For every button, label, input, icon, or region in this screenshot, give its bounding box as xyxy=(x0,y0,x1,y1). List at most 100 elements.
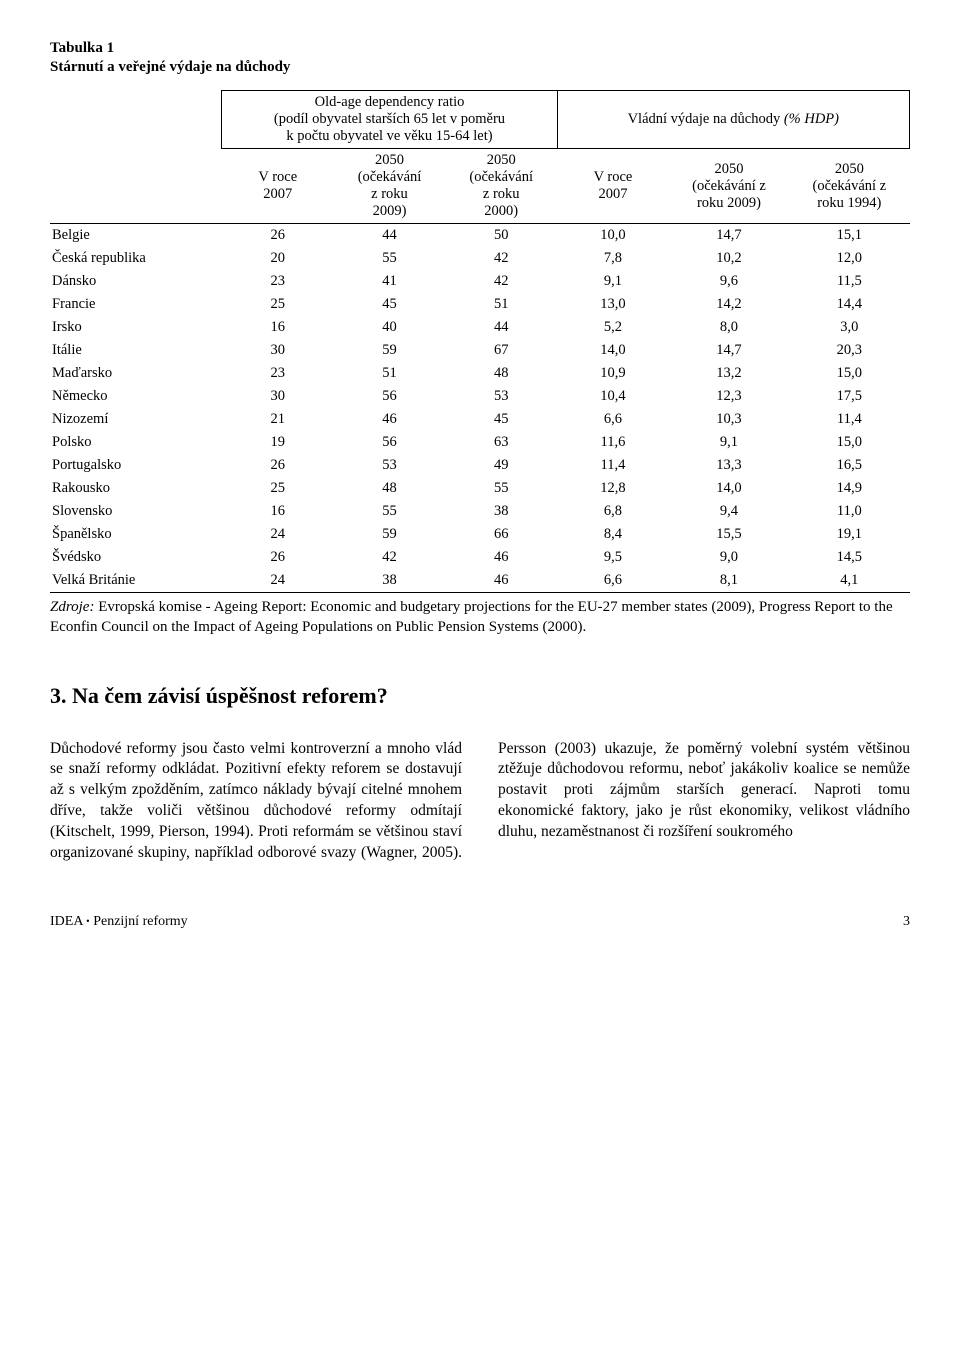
value-cell: 46 xyxy=(445,569,557,593)
value-cell: 42 xyxy=(334,546,446,569)
value-cell: 14,2 xyxy=(669,293,789,316)
value-cell: 6,8 xyxy=(557,500,669,523)
value-cell: 46 xyxy=(445,546,557,569)
country-cell: Slovensko xyxy=(50,500,222,523)
col-head-2050-1994: 2050(očekávání zroku 1994) xyxy=(789,149,909,224)
value-cell: 11,5 xyxy=(789,270,909,293)
table-row: Česká republika2055427,810,212,0 xyxy=(50,247,910,270)
col-head-2007b: V roce2007 xyxy=(557,149,669,224)
value-cell: 63 xyxy=(445,431,557,454)
value-cell: 21 xyxy=(222,408,334,431)
value-cell: 44 xyxy=(334,224,446,248)
col-head-2050-2000: 2050(očekáváníz roku2000) xyxy=(445,149,557,224)
value-cell: 55 xyxy=(445,477,557,500)
value-cell: 6,6 xyxy=(557,408,669,431)
value-cell: 40 xyxy=(334,316,446,339)
value-cell: 48 xyxy=(445,362,557,385)
table-row: Nizozemí2146456,610,311,4 xyxy=(50,408,910,431)
value-cell: 11,4 xyxy=(557,454,669,477)
value-cell: 9,1 xyxy=(557,270,669,293)
value-cell: 26 xyxy=(222,454,334,477)
value-cell: 12,8 xyxy=(557,477,669,500)
value-cell: 13,3 xyxy=(669,454,789,477)
country-cell: Nizozemí xyxy=(50,408,222,431)
value-cell: 16 xyxy=(222,500,334,523)
value-cell: 25 xyxy=(222,477,334,500)
table-row: Dánsko2341429,19,611,5 xyxy=(50,270,910,293)
value-cell: 16,5 xyxy=(789,454,909,477)
value-cell: 14,7 xyxy=(669,224,789,248)
table-row: Maďarsko23514810,913,215,0 xyxy=(50,362,910,385)
value-cell: 14,0 xyxy=(669,477,789,500)
value-cell: 12,3 xyxy=(669,385,789,408)
value-cell: 6,6 xyxy=(557,569,669,593)
country-cell: Portugalsko xyxy=(50,454,222,477)
value-cell: 59 xyxy=(334,523,446,546)
value-cell: 51 xyxy=(445,293,557,316)
value-cell: 5,2 xyxy=(557,316,669,339)
value-cell: 15,1 xyxy=(789,224,909,248)
value-cell: 30 xyxy=(222,339,334,362)
value-cell: 51 xyxy=(334,362,446,385)
col-head-2050-2009b: 2050(očekávání zroku 2009) xyxy=(669,149,789,224)
value-cell: 9,4 xyxy=(669,500,789,523)
value-cell: 48 xyxy=(334,477,446,500)
value-cell: 42 xyxy=(445,270,557,293)
table-row: Francie25455113,014,214,4 xyxy=(50,293,910,316)
page-number: 3 xyxy=(903,914,910,930)
value-cell: 45 xyxy=(445,408,557,431)
value-cell: 14,4 xyxy=(789,293,909,316)
value-cell: 13,2 xyxy=(669,362,789,385)
table-sources: Zdroje: Evropská komise - Ageing Report:… xyxy=(50,597,910,638)
value-cell: 12,0 xyxy=(789,247,909,270)
value-cell: 38 xyxy=(334,569,446,593)
table-row: Rakousko25485512,814,014,9 xyxy=(50,477,910,500)
value-cell: 41 xyxy=(334,270,446,293)
country-cell: Rakousko xyxy=(50,477,222,500)
value-cell: 19,1 xyxy=(789,523,909,546)
value-cell: 23 xyxy=(222,270,334,293)
table-row: Slovensko1655386,89,411,0 xyxy=(50,500,910,523)
table-row: Německo30565310,412,317,5 xyxy=(50,385,910,408)
value-cell: 17,5 xyxy=(789,385,909,408)
country-cell: Francie xyxy=(50,293,222,316)
value-cell: 20,3 xyxy=(789,339,909,362)
value-cell: 26 xyxy=(222,224,334,248)
value-cell: 8,1 xyxy=(669,569,789,593)
col-head-2007a: V roce2007 xyxy=(222,149,334,224)
value-cell: 4,1 xyxy=(789,569,909,593)
value-cell: 16 xyxy=(222,316,334,339)
value-cell: 19 xyxy=(222,431,334,454)
value-cell: 10,0 xyxy=(557,224,669,248)
value-cell: 38 xyxy=(445,500,557,523)
value-cell: 10,2 xyxy=(669,247,789,270)
footer-left: IDEA • Penzijní reformy xyxy=(50,914,188,930)
value-cell: 26 xyxy=(222,546,334,569)
country-cell: Maďarsko xyxy=(50,362,222,385)
table-row: Velká Británie2438466,68,14,1 xyxy=(50,569,910,593)
col-group-expenditure: Vládní výdaje na důchody (% HDP) xyxy=(557,91,909,149)
value-cell: 9,6 xyxy=(669,270,789,293)
value-cell: 14,0 xyxy=(557,339,669,362)
country-cell: Německo xyxy=(50,385,222,408)
country-cell: Španělsko xyxy=(50,523,222,546)
value-cell: 66 xyxy=(445,523,557,546)
value-cell: 15,0 xyxy=(789,362,909,385)
value-cell: 46 xyxy=(334,408,446,431)
value-cell: 10,9 xyxy=(557,362,669,385)
table-label: Tabulka 1 xyxy=(50,40,910,57)
value-cell: 10,3 xyxy=(669,408,789,431)
value-cell: 56 xyxy=(334,385,446,408)
footer: IDEA • Penzijní reformy 3 xyxy=(50,914,910,930)
value-cell: 10,4 xyxy=(557,385,669,408)
value-cell: 42 xyxy=(445,247,557,270)
country-cell: Česká republika xyxy=(50,247,222,270)
country-cell: Velká Británie xyxy=(50,569,222,593)
table-row: Portugalsko26534911,413,316,5 xyxy=(50,454,910,477)
table-title: Stárnutí a veřejné výdaje na důchody xyxy=(50,59,910,76)
value-cell: 55 xyxy=(334,247,446,270)
value-cell: 44 xyxy=(445,316,557,339)
value-cell: 53 xyxy=(334,454,446,477)
value-cell: 14,9 xyxy=(789,477,909,500)
country-cell: Irsko xyxy=(50,316,222,339)
